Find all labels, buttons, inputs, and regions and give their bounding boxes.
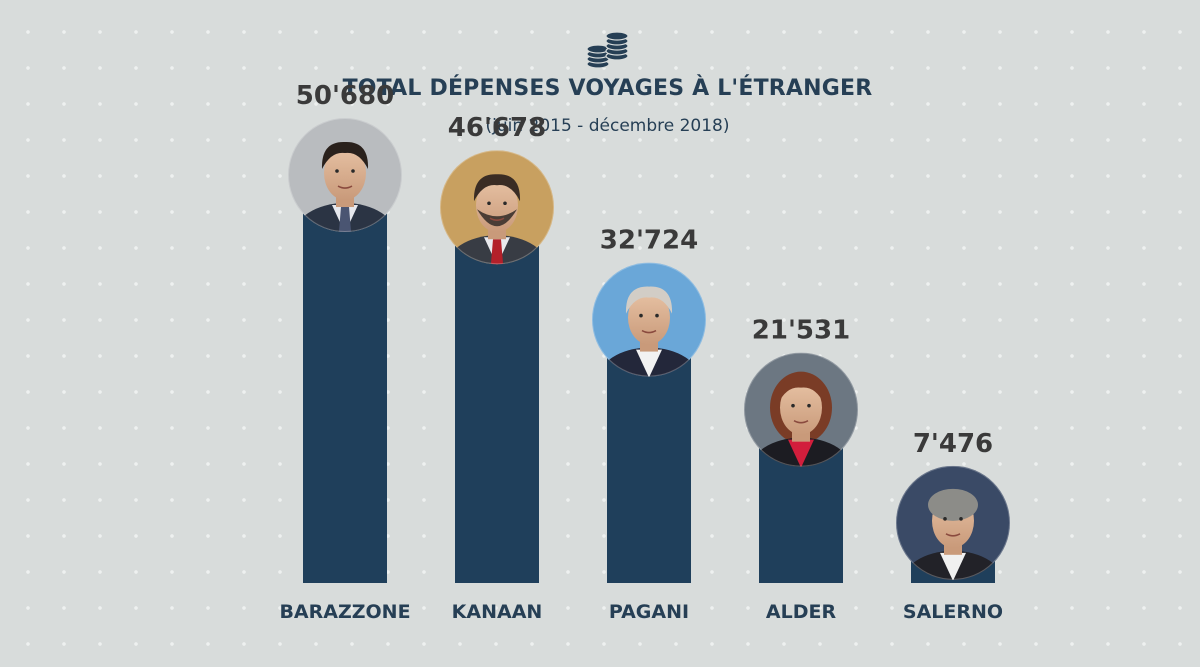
value-label-alder: 21'531 bbox=[752, 316, 850, 346]
chart-title: TOTAL DÉPENSES VOYAGES À L'ÉTRANGER bbox=[342, 76, 873, 101]
value-label-pagani: 32'724 bbox=[600, 226, 698, 256]
avatar-kanaan bbox=[440, 150, 554, 265]
avatar-barazzone bbox=[288, 118, 402, 233]
value-label-salerno: 7'476 bbox=[913, 429, 993, 459]
avatar-alder bbox=[744, 352, 858, 467]
category-label-salerno: SALERNO bbox=[903, 601, 1003, 623]
category-label-barazzone: BARAZZONE bbox=[279, 601, 410, 623]
bar-kanaan bbox=[455, 207, 539, 583]
category-label-alder: ALDER bbox=[766, 601, 837, 623]
value-label-kanaan: 46'678 bbox=[448, 113, 546, 143]
coins-stack-icon bbox=[586, 28, 630, 74]
avatar-salerno bbox=[896, 465, 1010, 580]
value-label-barazzone: 50'680 bbox=[296, 81, 394, 111]
category-label-pagani: PAGANI bbox=[609, 601, 689, 623]
bar-barazzone bbox=[303, 175, 387, 583]
avatar-pagani bbox=[592, 262, 706, 377]
chart-subtitle: (juin 2015 - décembre 2018) bbox=[485, 116, 730, 136]
category-label-kanaan: KANAAN bbox=[452, 601, 543, 623]
